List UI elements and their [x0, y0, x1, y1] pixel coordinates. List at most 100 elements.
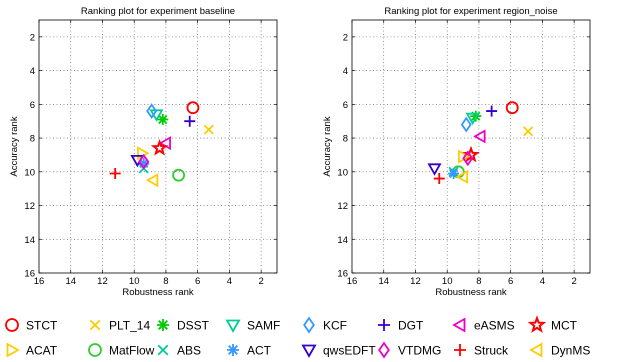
y-tick-label: 8: [343, 134, 348, 145]
point-samf: [465, 112, 480, 126]
legend-marker-kcf: [303, 316, 315, 334]
x-tick-label: 4: [227, 276, 232, 287]
legend-item-samf: SAMF: [225, 319, 280, 333]
legend-label: Struck: [474, 344, 509, 358]
y-tick-label: 8: [30, 134, 35, 145]
point-dynms: [145, 173, 159, 188]
x-tick-label: 14: [378, 276, 389, 287]
legend-marker-struck: [454, 344, 466, 356]
point-struck: [433, 173, 445, 185]
legend-marker-easms: [452, 317, 466, 333]
point-easms: [473, 129, 486, 144]
x-tick-label: 4: [540, 276, 545, 287]
legend-marker-samf: [225, 319, 241, 333]
x-tick-label: 14: [65, 276, 76, 287]
legend-item-act: ACT: [227, 344, 272, 358]
plot-frame: [38, 19, 278, 274]
legend-item-mct: MCT: [527, 315, 578, 333]
legend-marker-dsst: [157, 319, 169, 331]
legend-item-easms: eASMS: [452, 317, 515, 333]
y-tick-label: 2: [30, 32, 35, 43]
x-tick-label: 2: [571, 276, 576, 287]
x-tick-label: 12: [410, 276, 421, 287]
x-axis-label: Robustness rank: [122, 287, 194, 298]
x-tick-label: 8: [476, 276, 481, 287]
legend-marker-mct: [527, 315, 547, 333]
point-dynms: [455, 169, 469, 184]
legend: STCT PLT_14 DSST SAMF KCF DGT eASMS MCT ACAT MatF…: [5, 315, 590, 359]
y-tick-label: 2: [343, 32, 348, 43]
point-dgt: [184, 115, 196, 127]
point-kcf: [146, 103, 158, 119]
point-plt-14: [203, 124, 214, 135]
legend-marker-vtdmg: [378, 341, 390, 359]
legend-marker-qwsedft: [301, 344, 317, 358]
legend-label: qwsEDFT: [323, 344, 376, 358]
x-tick-label: 2: [258, 276, 263, 287]
point-stct: [505, 101, 519, 115]
y-tick-label: 16: [337, 269, 348, 280]
legend-marker-stct: [5, 318, 19, 332]
point-matflow: [172, 168, 186, 182]
plot-frame: [351, 19, 591, 274]
legend-marker-act: [227, 344, 239, 356]
y-tick-label: 4: [343, 66, 348, 77]
y-tick-label: 14: [337, 235, 348, 246]
legend-marker-plt-14: [89, 319, 101, 331]
point-qwsedft: [427, 163, 442, 176]
legend-item-dsst: DSST: [157, 319, 210, 333]
point-dgt: [486, 105, 498, 117]
legend-item-qwsedft: qwsEDFT: [301, 344, 376, 358]
x-tick-label: 10: [129, 276, 140, 287]
y-tick-label: 12: [337, 201, 348, 212]
x-tick-label: 16: [34, 276, 45, 287]
legend-item-struck: Struck: [454, 344, 509, 358]
point-act: [448, 167, 460, 179]
legend-label: DGT: [398, 319, 424, 333]
point-stct: [186, 101, 200, 115]
legend-marker-matflow: [88, 343, 102, 357]
legend-label: DynMS: [551, 344, 590, 358]
y-axis-label: Accuracy rank: [9, 116, 20, 176]
legend-item-stct: STCT: [5, 318, 58, 333]
x-tick-label: 16: [347, 276, 358, 287]
y-tick-label: 10: [24, 167, 35, 178]
x-tick-label: 6: [508, 276, 513, 287]
legend-label: SAMF: [247, 319, 280, 333]
legend-item-plt-14: PLT_14: [89, 319, 150, 333]
legend-label: VTDMG: [398, 344, 441, 358]
chart-baseline: Ranking plot for experiment baseline 16 14…: [9, 6, 278, 298]
x-tick-label: 10: [442, 276, 453, 287]
point-vtdmg: [138, 153, 150, 170]
point-plt-14: [523, 126, 534, 137]
legend-marker-abs: [157, 344, 169, 356]
legend-item-dgt: DGT: [378, 319, 424, 333]
legend-label: DSST: [177, 319, 210, 333]
chart-region-noise: Ranking plot for experiment region_noise…: [322, 6, 591, 298]
legend-item-matflow: MatFlow: [88, 343, 155, 358]
x-tick-label: 8: [163, 276, 168, 287]
legend-marker-dgt: [378, 319, 390, 331]
legend-item-vtdmg: VTDMG: [378, 341, 441, 359]
y-tick-label: 4: [30, 66, 35, 77]
x-tick-label: 12: [97, 276, 108, 287]
point-dsst: [157, 114, 169, 126]
y-tick-label: 6: [343, 100, 348, 111]
legend-label: KCF: [323, 319, 347, 333]
y-tick-label: 14: [24, 235, 35, 246]
legend-label: MCT: [551, 319, 578, 333]
legend-label: ACT: [247, 344, 272, 358]
point-act: [138, 157, 150, 169]
chart-title: Ranking plot for experiment baseline: [81, 6, 235, 17]
legend-item-kcf: KCF: [303, 316, 347, 334]
point-kcf: [460, 116, 472, 133]
legend-marker-acat: [6, 342, 20, 358]
legend-label: MatFlow: [109, 344, 155, 358]
legend-label: ACAT: [26, 344, 58, 358]
legend-label: ABS: [177, 344, 201, 358]
legend-label: eASMS: [474, 319, 515, 333]
legend-label: PLT_14: [109, 319, 150, 333]
y-tick-label: 10: [337, 167, 348, 178]
point-struck: [109, 167, 121, 179]
